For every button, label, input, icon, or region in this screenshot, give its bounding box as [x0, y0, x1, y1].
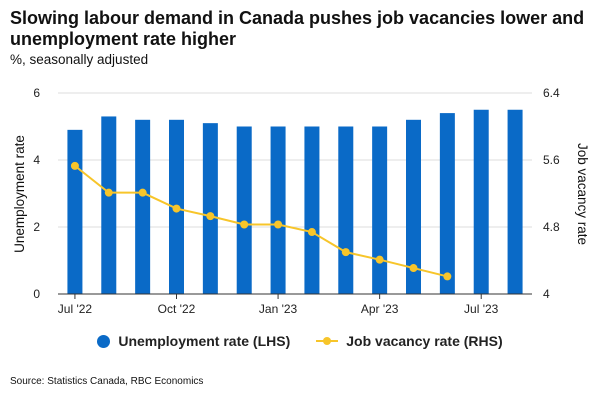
y-left-tick-label: 0: [33, 287, 40, 301]
line-series: [70, 161, 452, 281]
legend-label-vacancy: Job vacancy rate (RHS): [346, 333, 503, 349]
line-point: [307, 228, 316, 237]
bar: [338, 126, 354, 294]
y-axis-left: 0 2 4 6: [33, 86, 40, 301]
y-left-tick-label: 4: [33, 153, 40, 167]
bar: [372, 126, 388, 294]
y-axis-left-title: Unemployment rate: [12, 135, 27, 253]
bar: [304, 126, 320, 294]
bar-series: [67, 109, 523, 295]
legend-label-unemployment: Unemployment rate (LHS): [118, 333, 291, 349]
bar: [67, 129, 83, 294]
legend-item-vacancy[interactable]: Job vacancy rate (RHS): [316, 333, 503, 349]
bar: [270, 126, 286, 294]
bar: [473, 109, 489, 294]
line-point: [443, 272, 452, 281]
combo-chart: Jul '22 Oct '22 Jan '23 Apr '23 Jul '23 0 2 4 6…: [12, 86, 590, 316]
bar: [507, 109, 523, 294]
line-point: [341, 248, 350, 257]
bar: [135, 119, 151, 294]
y-axis-right-title: Job vacancy rate: [575, 143, 590, 245]
line-point: [172, 204, 181, 213]
legend: Unemployment rate (LHS) Job vacancy rate…: [0, 333, 600, 349]
chart-title: Slowing labour demand in Canada pushes j…: [10, 8, 585, 49]
line-point: [206, 212, 215, 221]
y-right-tick-label: 5.6: [543, 153, 560, 167]
bar: [406, 119, 421, 294]
y-axis-right: 4 4.8 5.6 6.4: [543, 86, 560, 301]
legend-line-swatch: [316, 335, 339, 347]
y-right-tick-label: 4.8: [543, 220, 560, 234]
line-point: [138, 188, 147, 197]
y-right-tick-label: 6.4: [543, 86, 560, 100]
vacancy-line: [74, 165, 448, 278]
y-right-tick-label: 4: [543, 287, 550, 301]
line-point: [104, 188, 113, 197]
line-point: [409, 264, 418, 273]
x-tick-label: Jul '22: [58, 302, 93, 316]
x-axis: Jul '22 Oct '22 Jan '23 Apr '23 Jul '23: [58, 293, 532, 316]
x-tick-label: Apr '23: [361, 302, 399, 316]
y-left-tick-label: 2: [33, 220, 40, 234]
bar: [439, 113, 455, 294]
line-point: [274, 220, 283, 229]
bar: [202, 123, 218, 295]
x-tick-label: Jan '23: [259, 302, 298, 316]
source-note: Source: Statistics Canada, RBC Economics: [10, 376, 204, 387]
line-point: [70, 161, 79, 170]
x-tick-label: Oct '22: [158, 302, 196, 316]
x-tick-label: Jul '23: [464, 302, 499, 316]
bar: [101, 116, 117, 294]
line-point: [375, 255, 384, 264]
y-left-tick-label: 6: [33, 86, 40, 100]
line-point: [240, 220, 249, 229]
legend-item-unemployment[interactable]: Unemployment rate (LHS): [97, 333, 290, 349]
chart-subtitle: %, seasonally adjusted: [10, 52, 149, 67]
legend-bar-swatch: [97, 334, 111, 348]
bar: [236, 126, 252, 294]
